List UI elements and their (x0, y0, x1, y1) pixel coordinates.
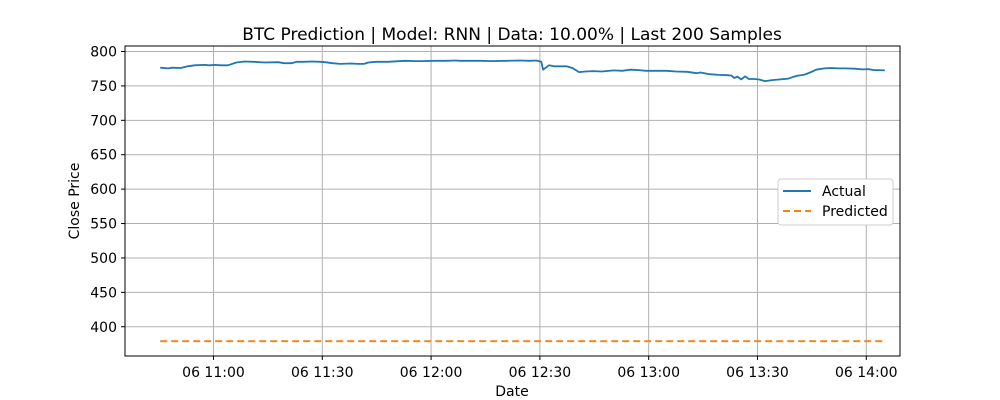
x-axis: 06 11:00 06 11:30 06 12:00 06 12:30 06 13:00… (182, 356, 898, 381)
y-tick-label: 700 (90, 113, 117, 129)
series-line-actual (160, 59, 885, 82)
plot-area-frame (124, 45, 901, 357)
x-axis-label: Date (495, 384, 528, 400)
series (160, 59, 885, 343)
y-tick-label: 650 (90, 148, 117, 164)
y-axis-label: Close Price (67, 163, 83, 240)
x-tick-label: 06 13:30 (726, 365, 789, 381)
x-tick-label: 06 13:00 (617, 365, 680, 381)
x-tick-label: 06 12:00 (400, 365, 463, 381)
y-tick-label: 500 (90, 251, 117, 267)
legend-label-predicted: Predicted (822, 204, 888, 220)
y-tick-label: 800 (90, 45, 117, 61)
x-tick-label: 06 11:00 (182, 365, 245, 381)
y-tick-label: 550 (90, 217, 117, 233)
y-tick-label: 450 (90, 285, 117, 301)
x-tick-label: 06 12:30 (509, 365, 572, 381)
x-tick-label: 06 11:30 (291, 365, 354, 381)
x-tick-label: 06 14:00 (835, 365, 898, 381)
legend-label-actual: Actual (822, 184, 866, 200)
y-axis: 400 450 500 550 600 650 700 750 800 (90, 45, 125, 336)
y-tick-label: 400 (90, 320, 117, 336)
chart-title: BTC Prediction | Model: RNN | Data: 10.0… (242, 25, 782, 45)
y-tick-label: 600 (90, 182, 117, 198)
legend: Actual Predicted (777, 178, 894, 226)
grid (125, 46, 900, 356)
y-tick-label: 750 (90, 79, 117, 95)
